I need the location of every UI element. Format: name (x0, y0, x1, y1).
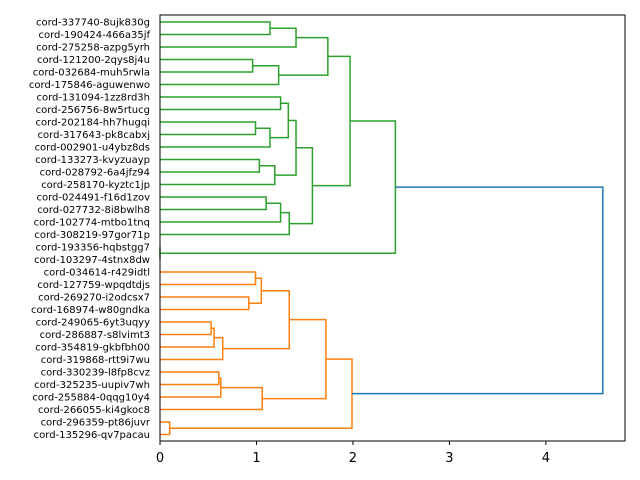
leaf-label: cord-168974-w80gndka (31, 305, 150, 316)
dendrogram-link (269, 102, 290, 139)
dendrogram-link (160, 21, 271, 36)
leaf-label: cord-103297-4stnx8dw (34, 255, 150, 266)
leaf-label: cord-121200-2qys8j4u (37, 55, 150, 66)
dendrogram-link (160, 371, 220, 386)
leaf-label: cord-286887-s8lvimt3 (40, 330, 150, 341)
x-tick-label: 0 (156, 451, 164, 466)
leaf-label: cord-296359-pt86juvr (41, 418, 151, 429)
dendrogram-link (274, 119, 297, 176)
dendrogram-link (262, 318, 327, 400)
x-tick-label: 3 (445, 451, 453, 466)
x-axis-ticks: 0 1 2 3 4 (156, 441, 550, 466)
dendrogram-link (160, 158, 261, 173)
leaf-label: cord-266055-ki4gkoc8 (38, 405, 150, 416)
leaf-label: cord-202184-hh7hugqi (36, 118, 150, 129)
dendrogram-link (160, 211, 291, 236)
dendrogram-link (351, 186, 604, 395)
leaf-label: cord-354819-gkbfbh00 (35, 343, 150, 354)
dendrogram-link (160, 377, 222, 398)
dendrogram-link (160, 120, 397, 254)
dendrogram-link (289, 147, 314, 225)
dendrogram-link (278, 36, 329, 76)
leaf-label: cord-027732-8i8bwlh8 (37, 205, 150, 216)
axes-frame (159, 14, 626, 442)
leaf-label: cord-135296-qv7pacau (34, 430, 150, 441)
dendrogram-link (160, 336, 224, 361)
leaf-label: cord-319868-rtt9i7wu (41, 355, 150, 366)
leaf-label: cord-131094-1zz8rd3h (37, 93, 151, 104)
dendrogram-link (160, 165, 276, 186)
leaf-label: cord-337740-8ujk830g (36, 18, 150, 29)
x-tick-label: 1 (252, 451, 260, 466)
leaf-label: cord-275258-azpg5yrh (36, 43, 150, 54)
dendrogram-link (160, 127, 271, 148)
dendrogram-link (160, 58, 254, 73)
dendrogram-link (160, 421, 171, 436)
leaf-label: cord-269270-i2odcsx7 (38, 293, 150, 304)
x-tick-label: 4 (542, 451, 550, 466)
leaf-label: cord-032684-muh5rwla (33, 68, 150, 79)
dendrogram-link (222, 290, 291, 350)
dendrogram-link (160, 121, 257, 136)
leaf-label: cord-028792-6a4jfz94 (40, 168, 150, 179)
dendrogram-link (160, 327, 215, 348)
dendrogram-link (160, 196, 267, 211)
dendrogram-link (160, 386, 264, 411)
leaf-label: cord-190424-466a35jf (38, 30, 150, 41)
leaf-label: cord-175846-aguwenwo (29, 80, 150, 91)
dendrogram-link (160, 202, 282, 223)
leaf-label: cord-317643-pk8cabxj (38, 130, 150, 141)
dendrogram-link (160, 271, 257, 286)
leaf-label: cord-325235-uupiv7wh (34, 380, 150, 391)
dendrogram-link (160, 65, 280, 86)
leaf-label: cord-255884-0qqg10y4 (32, 393, 150, 404)
dendrogram-link (160, 27, 297, 48)
leaf-label: cord-249065-6yt3uqyy (36, 318, 150, 329)
leaf-labels: cord-337740-8ujk830gcord-190424-466a35jf… (29, 18, 151, 442)
leaf-label: cord-102774-mtbo1tnq (34, 218, 150, 229)
leaf-label: cord-133273-kvyzuayp (35, 155, 150, 166)
leaf-label: cord-258170-kyztc1jp (41, 180, 150, 191)
leaf-label: cord-034614-r429idtl (44, 268, 150, 279)
dendrogram-link (160, 321, 212, 336)
dendrogram-link (169, 358, 353, 429)
dendrogram-link (160, 96, 282, 111)
dendrogram-links (159, 21, 604, 436)
leaf-label: cord-256756-8w5rtucg (36, 105, 150, 116)
leaf-label: cord-002901-u4ybz8ds (35, 143, 150, 154)
leaf-label: cord-024491-f16d1zov (36, 193, 150, 204)
x-tick-label: 2 (349, 451, 357, 466)
dendrogram-link (160, 296, 250, 311)
leaf-label: cord-127759-wpqdtdjs (37, 280, 150, 291)
leaf-label: cord-193356-hqbstgg7 (35, 243, 150, 254)
leaf-label: cord-308219-97gor71p (34, 230, 150, 241)
leaf-label: cord-330239-l8fp8cvz (41, 368, 150, 379)
